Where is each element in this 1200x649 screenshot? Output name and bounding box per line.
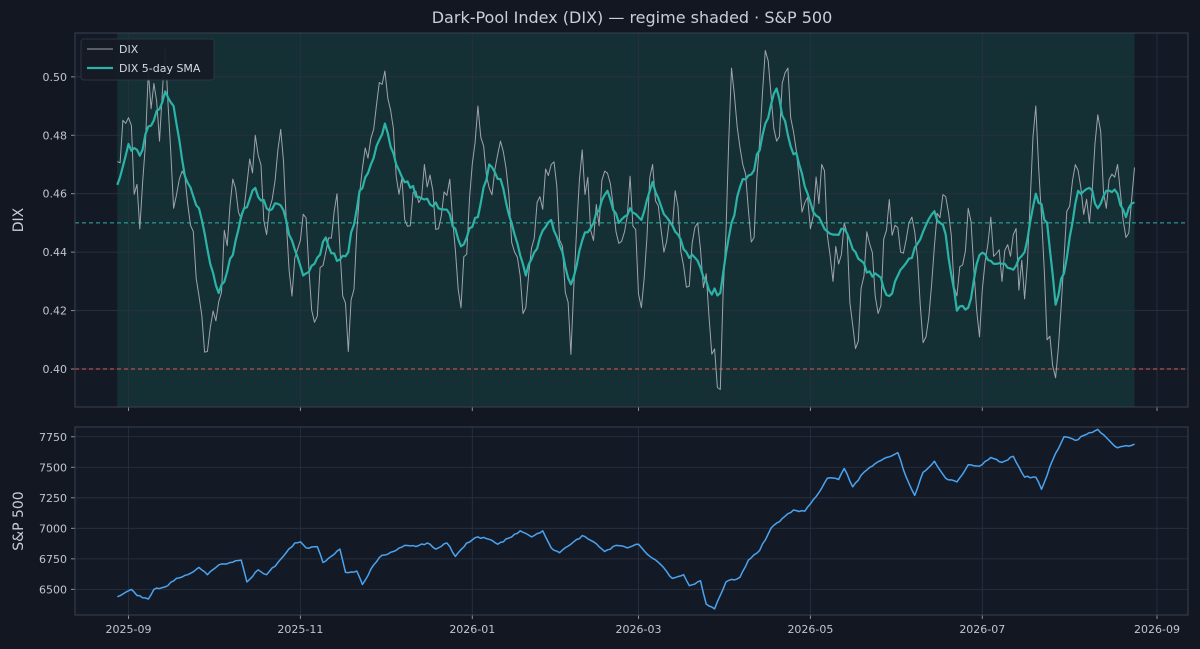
dix-frame (74, 32, 1189, 408)
x-tick-label: 2026-07 (959, 623, 1005, 636)
regime-shading (117, 33, 1135, 407)
series-line-dix (117, 47, 1135, 390)
spx-frame (74, 426, 1189, 616)
legend-entry-dix-label: DIX (119, 43, 139, 56)
dix-y-axis-label: DIX (11, 207, 27, 232)
x-tick-label: 2025-11 (277, 623, 323, 636)
x-tick-label: 2026-03 (616, 623, 662, 636)
spx-y-tick-label: 6500 (39, 583, 67, 596)
series-line-sp500 (117, 428, 1135, 610)
dix-y-tick-label: 0.48 (43, 129, 68, 142)
dix-y-tick-label: 0.46 (43, 188, 68, 201)
dix-y-tick-label: 0.40 (43, 363, 68, 376)
spx-y-tick-label: 7750 (39, 431, 67, 444)
spx-y-axis-label: S&P 500 (11, 491, 27, 550)
dix-y-tick-label: 0.42 (43, 305, 68, 318)
dix-y-tick-label: 0.44 (43, 246, 68, 259)
spx-plot-area (75, 427, 1188, 615)
legend-box (80, 38, 215, 81)
spx-y-tick-label: 6750 (39, 553, 67, 566)
x-tick-label: 2026-09 (1134, 623, 1180, 636)
chart-title: Dark-Pool Index (DIX) — regime shaded · … (432, 8, 833, 27)
series-line-dix-sma (116, 87, 1135, 312)
x-tick-label: 2025-09 (106, 623, 152, 636)
spx-y-tick-label: 7000 (39, 522, 67, 535)
x-tick-label: 2026-01 (449, 623, 495, 636)
spx-y-tick-label: 7250 (39, 492, 67, 505)
spx-y-tick-label: 7500 (39, 461, 67, 474)
x-tick-label: 2026-05 (787, 623, 833, 636)
legend-entry-dix-sma-label: DIX 5-day SMA (119, 62, 201, 75)
dix-y-tick-label: 0.50 (43, 71, 68, 84)
